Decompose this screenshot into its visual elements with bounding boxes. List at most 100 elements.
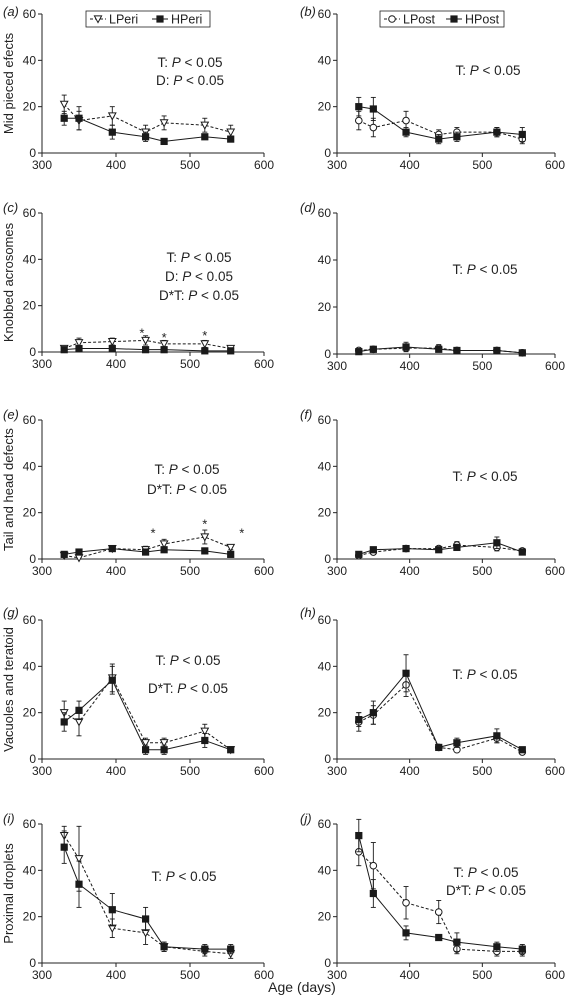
y-tick-label: 60: [318, 206, 332, 220]
panel-label: (i): [3, 811, 15, 826]
y-tick-label: 60: [23, 613, 37, 627]
data-point: [141, 336, 151, 346]
y-tick-label: 20: [318, 910, 332, 924]
shared-x-axis-label: Age (days): [268, 979, 336, 995]
x-tick-label: 500: [180, 968, 200, 982]
y-tick-label: 40: [23, 659, 37, 673]
significance-star: *: [239, 526, 244, 541]
data-point: [75, 344, 83, 353]
legend-entry-label: LPeri: [109, 13, 138, 27]
panel-label: (f): [300, 407, 312, 422]
data-point: [493, 346, 501, 355]
stat-annotation: D*T: P < 0.05: [159, 288, 239, 303]
data-point: [435, 743, 443, 752]
y-tick-label: 20: [318, 506, 332, 520]
stat-annotation: D*T: P < 0.05: [148, 681, 228, 696]
series-line: [63, 835, 231, 955]
data-point: [142, 746, 150, 754]
data-point: [227, 945, 235, 953]
legend-entry-label: HPeri: [171, 13, 202, 27]
series-HPeri: [60, 106, 235, 146]
legend-marker: [450, 15, 458, 23]
data-point: [75, 548, 83, 556]
y-tick-label: 60: [318, 817, 332, 831]
data-point: [201, 133, 209, 141]
y-tick-label: 0: [324, 146, 331, 160]
data-point: [227, 135, 235, 143]
x-tick-label: 600: [254, 968, 274, 982]
data-point: [108, 128, 116, 136]
y-tick-label: 20: [23, 910, 37, 924]
y-tick-label: 20: [318, 706, 332, 720]
data-point: [75, 114, 83, 122]
x-tick-label: 400: [106, 357, 126, 371]
data-point: [402, 544, 410, 553]
data-point: [355, 716, 363, 724]
stat-annotation: T: P < 0.05: [453, 469, 518, 484]
stat-annotation: D: P < 0.05: [156, 73, 224, 88]
series-HPost: [355, 654, 526, 754]
y-axis-label: Vacuoles and teratoid: [1, 627, 16, 752]
y-tick-label: 0: [324, 956, 331, 970]
data-point: [160, 346, 168, 354]
series-HPeri: [60, 544, 235, 558]
y-tick-label: 0: [29, 552, 36, 566]
stat-annotation: T: P < 0.05: [156, 653, 221, 668]
panel-label: (g): [3, 605, 19, 620]
panel-label: (b): [300, 4, 316, 19]
data-point: [226, 128, 236, 137]
data-point: [107, 337, 117, 347]
x-tick-label: 600: [545, 564, 565, 578]
x-tick-label: 300: [32, 764, 52, 778]
x-tick-label: 300: [327, 764, 347, 778]
data-point: [160, 546, 168, 554]
data-point: [75, 880, 83, 888]
data-point: [518, 945, 526, 953]
panel-label: (c): [3, 200, 18, 215]
stat-annotation: T: P < 0.05: [152, 869, 217, 884]
stat-annotation: D: P < 0.05: [165, 269, 233, 284]
data-point: [453, 346, 461, 355]
panel-e: 0 20 40 60 300 400 500 600 (e) Tail and head defe…: [1, 407, 274, 578]
data-point: [142, 346, 150, 354]
panel-f: 0 20 40 60 300 400 500 600 (f) T: P < 0.05: [300, 407, 565, 578]
x-tick-label: 400: [400, 564, 420, 578]
data-point: [60, 718, 68, 726]
legend: LPeri HPeri: [85, 10, 211, 28]
x-tick-label: 500: [472, 158, 492, 172]
x-tick-label: 300: [327, 158, 347, 172]
data-point: [201, 547, 209, 555]
data-point: [142, 133, 150, 141]
data-point: [355, 103, 363, 111]
data-point: [518, 349, 526, 357]
y-tick-label: 20: [23, 506, 37, 520]
x-tick-label: 300: [32, 968, 52, 982]
x-tick-label: 600: [545, 968, 565, 982]
data-point: [402, 929, 410, 937]
y-tick-label: 20: [318, 100, 332, 114]
x-tick-label: 500: [472, 359, 492, 373]
x-tick-label: 300: [32, 158, 52, 172]
data-point: [493, 128, 501, 136]
panel-i: 0 20 40 60 300 400 500 600 (i) Proximal droplets T…: [1, 811, 274, 982]
data-point: [60, 114, 68, 122]
data-point: [402, 898, 410, 907]
y-axis-label: Knobbed acrosomes: [1, 222, 16, 342]
data-point: [435, 546, 443, 554]
x-tick-label: 500: [180, 764, 200, 778]
data-point: [108, 544, 116, 553]
data-point: [369, 861, 378, 870]
significance-star: *: [150, 526, 155, 541]
panel-d: 0 20 40 60 300 400 500 600 (d) T: P < 0.05: [300, 200, 565, 373]
series-HPeri: [60, 830, 235, 955]
data-point: [402, 128, 410, 136]
data-point: [518, 130, 526, 139]
data-point: [200, 727, 210, 736]
data-point: [141, 739, 151, 748]
data-point: [159, 119, 169, 128]
series-line: [358, 684, 523, 753]
data-point: [355, 831, 363, 840]
data-point: [402, 669, 410, 677]
